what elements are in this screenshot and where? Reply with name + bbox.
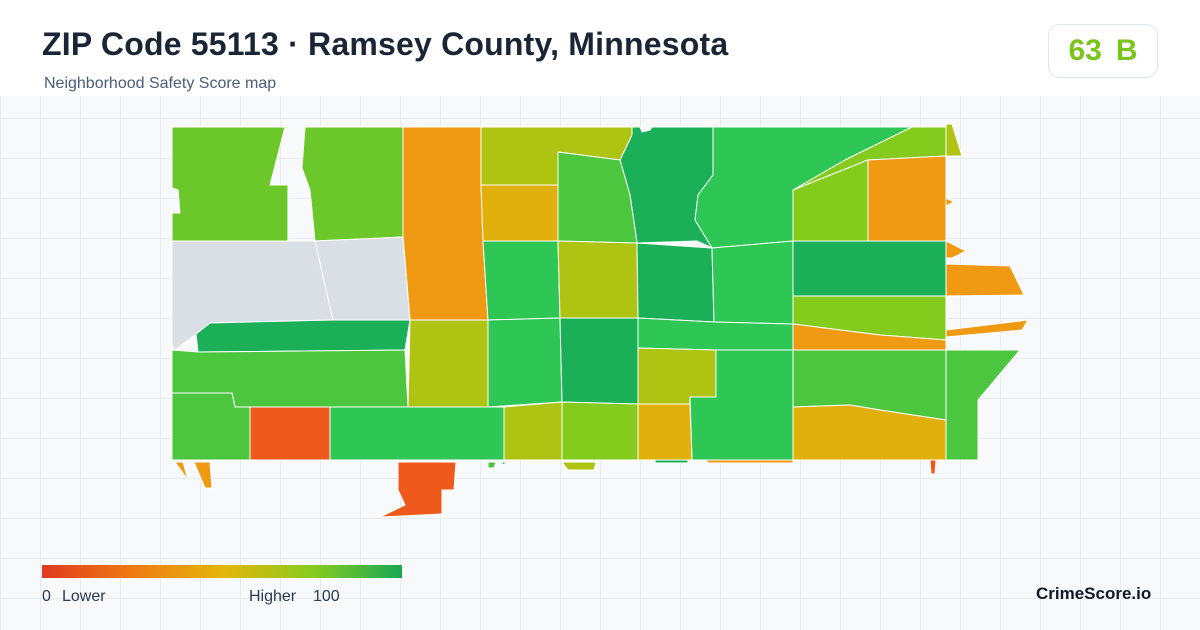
map-region[interactable]	[171, 126, 289, 242]
map-region[interactable]	[561, 401, 639, 461]
map-region[interactable]	[503, 401, 563, 461]
map-region[interactable]	[637, 347, 717, 405]
legend-high-label: Higher	[249, 588, 297, 605]
score-badge: 63 B	[1048, 24, 1158, 78]
map-region[interactable]	[706, 459, 794, 464]
page-subtitle: Neighborhood Safety Score map	[44, 75, 277, 92]
map-region[interactable]	[636, 242, 715, 323]
map-region[interactable]	[945, 197, 955, 207]
map-region[interactable]	[945, 319, 1029, 338]
map-region[interactable]	[557, 151, 638, 244]
map-region[interactable]	[945, 349, 1021, 461]
map-region[interactable]	[482, 240, 561, 321]
map-region[interactable]	[379, 461, 457, 518]
map-region[interactable]	[792, 240, 947, 297]
map-region[interactable]	[499, 461, 507, 466]
legend-low-label: Lower	[62, 588, 106, 605]
legend-min-label: 0	[42, 588, 51, 605]
map-region[interactable]	[407, 319, 489, 408]
map-region[interactable]	[195, 319, 411, 353]
map-region[interactable]	[174, 461, 189, 481]
map-region[interactable]	[561, 461, 597, 471]
map-region[interactable]	[945, 263, 1025, 297]
legend-gradient	[42, 565, 402, 578]
map-region[interactable]	[711, 240, 794, 325]
map-region[interactable]	[637, 403, 693, 461]
map-region[interactable]	[402, 126, 489, 321]
map-region[interactable]	[329, 406, 505, 461]
map-region[interactable]	[249, 406, 331, 461]
header-band	[0, 0, 1200, 96]
map-region[interactable]	[193, 461, 213, 489]
map-region[interactable]	[929, 459, 937, 475]
map-region[interactable]	[559, 317, 639, 405]
page-title: ZIP Code 55113 · Ramsey County, Minnesot…	[42, 26, 729, 62]
map-region[interactable]	[480, 184, 559, 242]
legend-max-label: 100	[313, 588, 340, 605]
brand-name: CrimeScore.io	[1036, 584, 1152, 603]
map-region[interactable]	[487, 461, 497, 469]
map-region[interactable]	[867, 155, 947, 242]
map-region[interactable]	[945, 240, 967, 259]
map-region[interactable]	[487, 317, 563, 408]
score-value: 63	[1068, 34, 1102, 67]
map-region[interactable]	[301, 126, 404, 242]
map-region[interactable]	[945, 123, 963, 157]
score-grade: B	[1115, 34, 1138, 67]
map-region[interactable]	[654, 459, 689, 464]
map-region[interactable]	[557, 240, 639, 319]
